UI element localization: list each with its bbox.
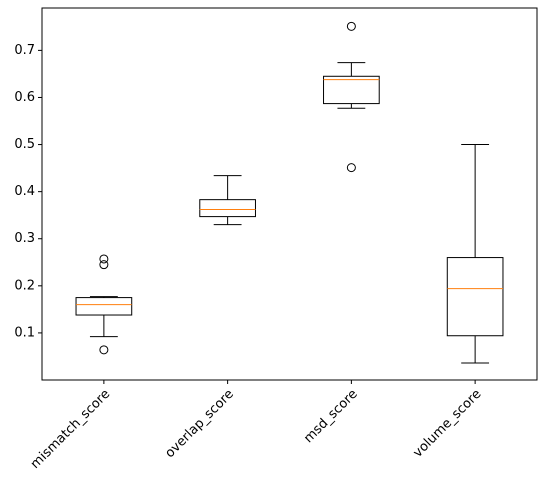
y-tick-label: 0.3 [14, 231, 35, 246]
outlier [99, 345, 109, 355]
outlier [99, 254, 109, 264]
y-tick-label: 0.2 [14, 278, 35, 293]
box [199, 199, 256, 218]
y-tick-label: 0.5 [14, 137, 35, 152]
x-tick-label: msd_score [301, 387, 360, 446]
x-tick-label: mismatch_score [28, 387, 113, 472]
x-tick-label: volume_score [410, 387, 484, 461]
box [323, 75, 380, 105]
outlier [99, 260, 109, 270]
box [75, 297, 133, 316]
outlier [346, 163, 356, 173]
y-tick-label: 0.7 [14, 43, 35, 58]
outlier [346, 21, 356, 31]
x-tick-label: overlap_score [162, 387, 236, 461]
box [446, 257, 504, 337]
y-tick-label: 0.6 [14, 90, 35, 105]
plot-frame [41, 7, 538, 381]
y-tick-label: 0.1 [14, 325, 35, 340]
y-tick-label: 0.4 [14, 184, 35, 199]
